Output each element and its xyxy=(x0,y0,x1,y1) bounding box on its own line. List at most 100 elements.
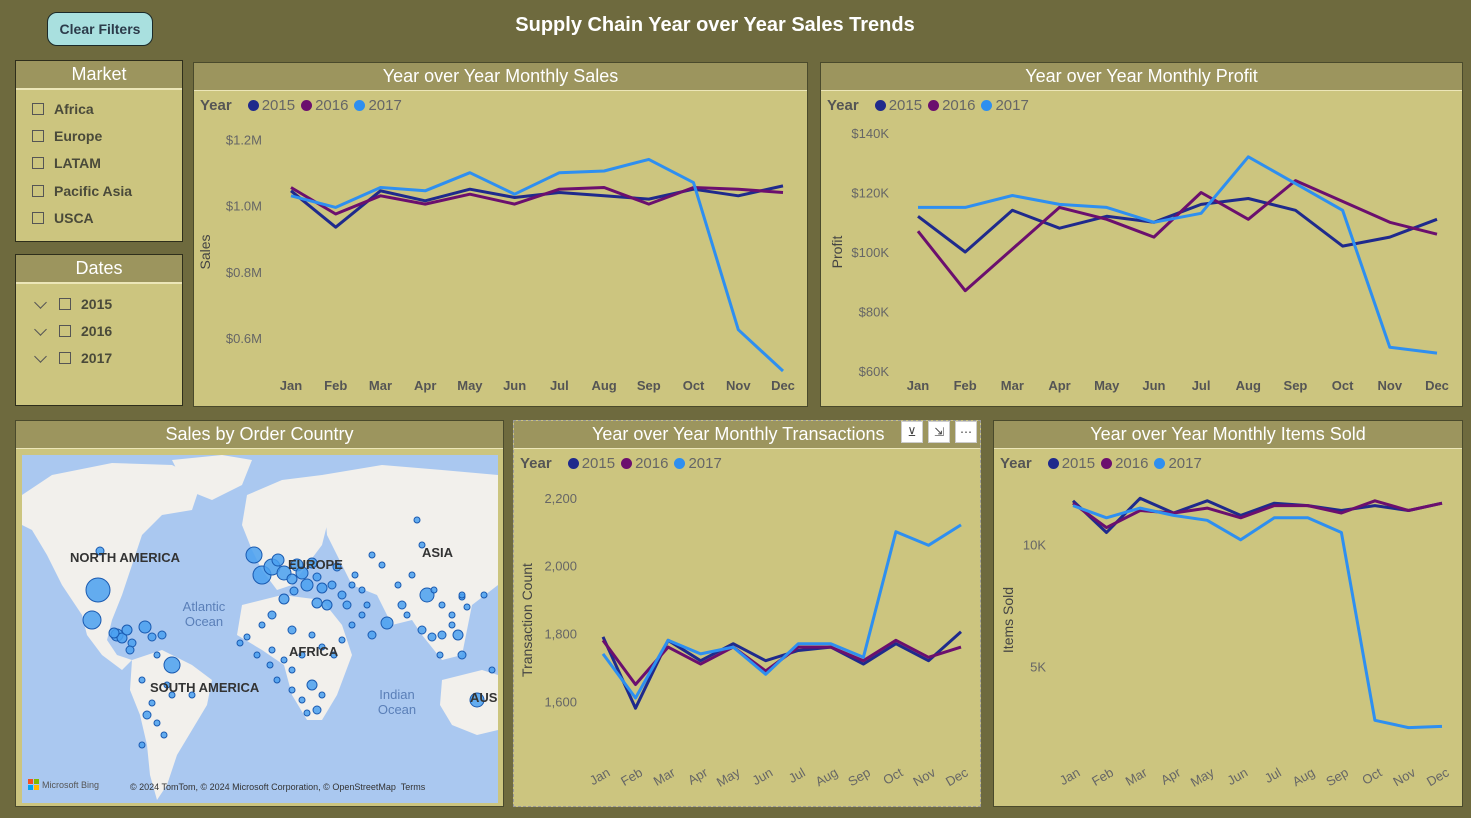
map-bubble[interactable] xyxy=(121,624,133,636)
checkbox[interactable] xyxy=(32,185,44,197)
map-bubble[interactable] xyxy=(358,586,366,594)
checkbox[interactable] xyxy=(59,352,71,364)
map-bubble[interactable] xyxy=(278,593,290,605)
legend-item[interactable]: 2015 xyxy=(581,455,616,472)
map-bubble[interactable] xyxy=(417,625,427,635)
date-item-2015[interactable]: 2015 xyxy=(32,295,112,312)
legend-item[interactable]: 2017 xyxy=(1168,455,1202,472)
map-bubble[interactable] xyxy=(298,651,306,659)
legend-item[interactable]: 2016 xyxy=(1115,455,1149,472)
map-bubble[interactable] xyxy=(280,656,288,664)
map-bubble[interactable] xyxy=(236,639,244,647)
map-bubble[interactable] xyxy=(321,599,333,611)
map-bubble[interactable] xyxy=(295,566,309,580)
map-bubble[interactable] xyxy=(330,651,338,659)
map-bubble[interactable] xyxy=(82,610,102,630)
map-bubble[interactable] xyxy=(267,610,277,620)
checkbox[interactable] xyxy=(32,130,44,142)
map-bubble[interactable] xyxy=(318,643,326,651)
map-bubble[interactable] xyxy=(258,621,266,629)
checkbox[interactable] xyxy=(59,298,71,310)
chevron-down-icon[interactable] xyxy=(34,295,47,309)
map-bubble[interactable] xyxy=(397,600,407,610)
checkbox[interactable] xyxy=(32,103,44,115)
map-bubble[interactable] xyxy=(288,666,296,674)
map-bubble[interactable] xyxy=(148,699,156,707)
map-bubble[interactable] xyxy=(348,621,356,629)
map-bubble[interactable] xyxy=(85,577,111,603)
map-bubble[interactable] xyxy=(287,625,297,635)
map-bubble[interactable] xyxy=(163,681,171,689)
market-item-africa[interactable]: Africa xyxy=(32,101,94,117)
checkbox[interactable] xyxy=(32,157,44,169)
map-bubble[interactable] xyxy=(342,600,352,610)
more-options-icon[interactable]: ⋯ xyxy=(955,421,977,443)
map-bubble[interactable] xyxy=(448,621,456,629)
legend-item[interactable]: 2016 xyxy=(635,455,669,472)
map-bubble[interactable] xyxy=(266,661,274,669)
map-bubble[interactable] xyxy=(318,691,326,699)
map-bubble[interactable] xyxy=(380,616,394,630)
filter-icon[interactable]: ⊻ xyxy=(901,421,923,443)
map-bubble[interactable] xyxy=(337,590,347,600)
map-bubble[interactable] xyxy=(368,551,376,559)
map-bubble[interactable] xyxy=(430,586,438,594)
map-bubble[interactable] xyxy=(463,603,471,611)
map-bubble[interactable] xyxy=(332,562,342,572)
map-bubble[interactable] xyxy=(271,553,285,567)
map-bubble[interactable] xyxy=(300,578,314,592)
map-bubble[interactable] xyxy=(436,651,444,659)
legend-item[interactable]: 2015 xyxy=(1061,455,1096,472)
map-bubble[interactable] xyxy=(306,557,318,569)
map-bubble[interactable] xyxy=(338,636,346,644)
map-bubble[interactable] xyxy=(163,656,181,674)
map-bubble[interactable] xyxy=(188,691,196,699)
map-bubble[interactable] xyxy=(312,705,322,715)
map-bubble[interactable] xyxy=(286,573,298,585)
map-bubble[interactable] xyxy=(138,620,152,634)
map-bubble[interactable] xyxy=(488,666,496,674)
legend-item[interactable]: 2015 xyxy=(888,97,923,114)
legend-item[interactable]: 2015 xyxy=(261,97,296,114)
legend-item[interactable]: 2016 xyxy=(315,97,349,114)
map-bubble[interactable] xyxy=(253,651,261,659)
map-bubble[interactable] xyxy=(147,632,157,642)
date-item-2017[interactable]: 2017 xyxy=(32,349,112,366)
map-bubble[interactable] xyxy=(245,546,263,564)
map-bubble[interactable] xyxy=(289,586,299,596)
map-bubble[interactable] xyxy=(480,591,488,599)
map-bubble[interactable] xyxy=(378,561,386,569)
map-bubble[interactable] xyxy=(458,591,466,599)
chevron-down-icon[interactable] xyxy=(34,322,47,336)
legend-item[interactable]: 2016 xyxy=(942,97,976,114)
map-bubble[interactable] xyxy=(138,741,146,749)
map-bubble[interactable] xyxy=(95,546,105,556)
map-bubble[interactable] xyxy=(327,580,337,590)
map-bubble[interactable] xyxy=(157,630,167,640)
map-bubble[interactable] xyxy=(419,587,435,603)
legend-item[interactable]: 2017 xyxy=(995,97,1029,114)
chevron-down-icon[interactable] xyxy=(34,349,47,363)
legend-item[interactable]: 2017 xyxy=(368,97,402,114)
date-item-2016[interactable]: 2016 xyxy=(32,322,112,339)
map-attribution[interactable]: © 2024 TomTom, © 2024 Microsoft Corporat… xyxy=(130,782,426,792)
map-bubble[interactable] xyxy=(448,611,456,619)
map-bubble[interactable] xyxy=(438,601,446,609)
map-bubble[interactable] xyxy=(418,541,426,549)
map-bubble[interactable] xyxy=(413,516,421,524)
map-bubble[interactable] xyxy=(312,572,322,582)
map-bubble[interactable] xyxy=(311,597,323,609)
map-bubble[interactable] xyxy=(363,601,371,609)
focus-icon[interactable]: ⇲ xyxy=(928,421,950,443)
map-bubble[interactable] xyxy=(160,731,168,739)
map-bubble[interactable] xyxy=(116,632,128,644)
map-bubble[interactable] xyxy=(142,710,152,720)
map-bubble[interactable] xyxy=(306,679,318,691)
market-item-latam[interactable]: LATAM xyxy=(32,155,101,171)
map-bubble[interactable] xyxy=(408,571,416,579)
market-item-usca[interactable]: USCA xyxy=(32,210,94,226)
map-bubble[interactable] xyxy=(273,676,281,684)
map-bubble[interactable] xyxy=(358,611,366,619)
map-bubble[interactable] xyxy=(316,582,328,594)
map-bubble[interactable] xyxy=(348,581,356,589)
